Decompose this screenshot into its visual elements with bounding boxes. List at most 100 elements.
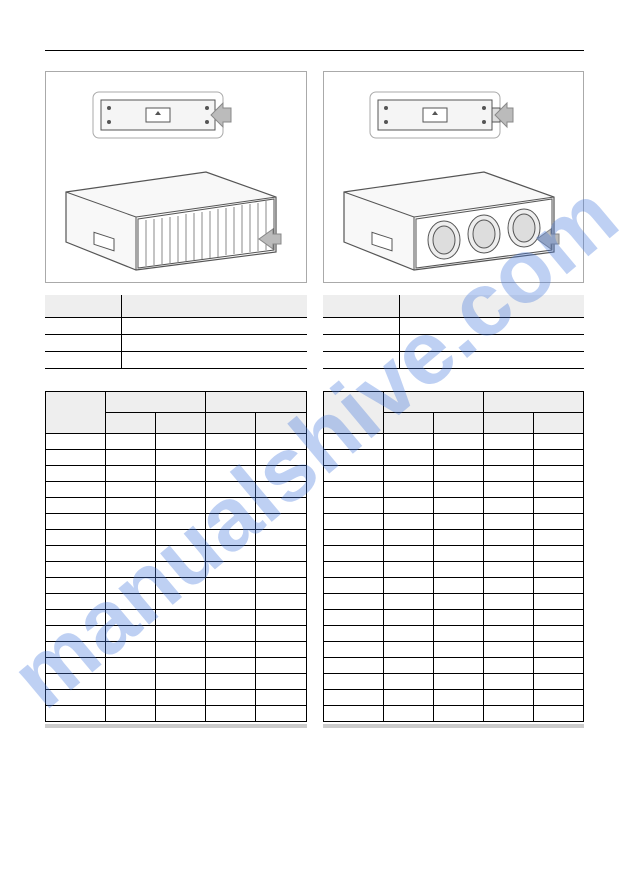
table-cell (206, 626, 256, 642)
table-cell (533, 642, 583, 658)
table-cell (106, 530, 156, 546)
table-cell (483, 514, 533, 530)
table-cell (206, 658, 256, 674)
small-table-left (45, 295, 307, 369)
table-cell (106, 658, 156, 674)
table-header (156, 413, 206, 434)
table-cell (533, 626, 583, 642)
table-cell (433, 514, 483, 530)
table-cell (156, 658, 206, 674)
small-tables-row (45, 295, 584, 369)
table-cell (206, 674, 256, 690)
table-cell (206, 498, 256, 514)
table-cell (433, 482, 483, 498)
table-cell (323, 466, 383, 482)
table-cell (256, 434, 306, 450)
big-table-left (45, 391, 307, 722)
table-cell (383, 434, 433, 450)
table-cell (383, 514, 433, 530)
header-rule (45, 30, 584, 51)
table-cell (256, 674, 306, 690)
figures-row (45, 71, 584, 283)
footer-rule-left (45, 724, 307, 728)
table-cell (156, 514, 206, 530)
table-cell (383, 594, 433, 610)
table-cell (256, 626, 306, 642)
table-cell (46, 642, 106, 658)
table-cell (46, 498, 106, 514)
table-cell (106, 482, 156, 498)
table-cell (256, 546, 306, 562)
table-cell (256, 690, 306, 706)
table-cell (433, 594, 483, 610)
table-cell (106, 514, 156, 530)
table-cell (433, 626, 483, 642)
table-cell (323, 642, 383, 658)
table-cell (46, 706, 106, 722)
table-cell (206, 514, 256, 530)
table-cell (383, 466, 433, 482)
table-cell (323, 514, 383, 530)
table-cell (383, 642, 433, 658)
table-cell (46, 610, 106, 626)
table-cell (256, 562, 306, 578)
table-cell (383, 706, 433, 722)
table-header (46, 392, 106, 434)
table-cell (206, 450, 256, 466)
table-cell (206, 690, 256, 706)
table-cell (206, 706, 256, 722)
table-cell (106, 578, 156, 594)
table-header (433, 413, 483, 434)
table-cell (323, 626, 383, 642)
table-cell (122, 352, 307, 369)
table-cell (483, 562, 533, 578)
table-cell (206, 530, 256, 546)
table-cell (433, 546, 483, 562)
table-header (106, 392, 206, 413)
table-cell (483, 610, 533, 626)
table-cell (46, 578, 106, 594)
table-cell (533, 450, 583, 466)
table-cell (383, 482, 433, 498)
table-cell (46, 450, 106, 466)
table-cell (106, 610, 156, 626)
table-cell (323, 450, 383, 466)
table-cell (323, 658, 383, 674)
table-cell (483, 674, 533, 690)
table-cell (256, 578, 306, 594)
table-header (383, 392, 483, 413)
table-header (323, 295, 400, 318)
table-cell (106, 674, 156, 690)
table-cell (156, 482, 206, 498)
table-cell (433, 658, 483, 674)
table-cell (533, 578, 583, 594)
big-tables-row (45, 391, 584, 722)
table-cell (323, 690, 383, 706)
table-cell (156, 530, 206, 546)
figure-right (323, 71, 585, 283)
table-cell (383, 658, 433, 674)
table-cell (106, 626, 156, 642)
table-cell (46, 514, 106, 530)
table-header (399, 295, 584, 318)
table-cell (122, 318, 307, 335)
table-cell (106, 706, 156, 722)
table-cell (206, 466, 256, 482)
table-cell (256, 450, 306, 466)
table-cell (533, 498, 583, 514)
table-cell (323, 546, 383, 562)
big-table-right (323, 391, 585, 722)
table-cell (46, 626, 106, 642)
table-cell (46, 466, 106, 482)
table-cell (323, 562, 383, 578)
table-cell (533, 546, 583, 562)
table-cell (106, 434, 156, 450)
table-cell (483, 530, 533, 546)
table-cell (206, 482, 256, 498)
page: manualshive.com (0, 0, 629, 893)
table-cell (483, 626, 533, 642)
table-cell (46, 482, 106, 498)
table-cell (383, 498, 433, 514)
table-cell (156, 642, 206, 658)
table-header (206, 392, 306, 413)
